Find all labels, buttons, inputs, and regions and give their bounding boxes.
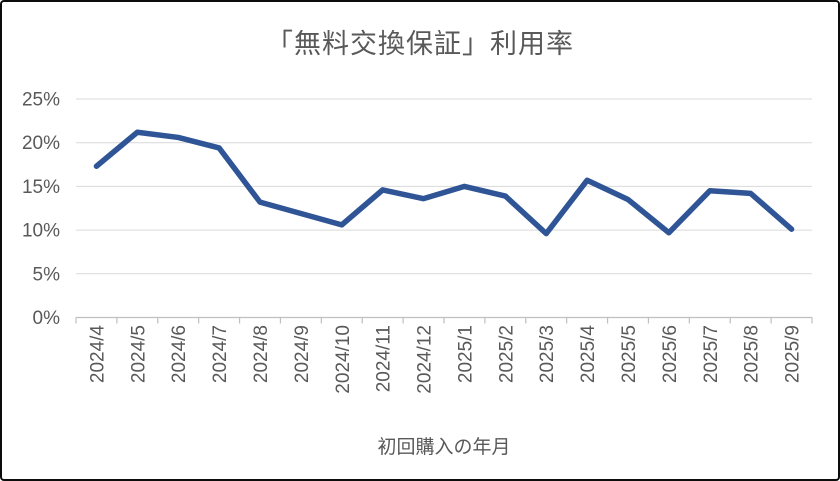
y-tick-label: 20%	[22, 133, 60, 154]
y-tick-label: 0%	[33, 308, 61, 329]
y-tick-label: 10%	[22, 221, 60, 242]
x-tick-label: 2024/12	[415, 325, 436, 394]
x-tick-label: 2025/5	[619, 325, 640, 383]
x-tick-label: 2024/8	[251, 325, 272, 383]
chart-title: 「無料交換保証」利用率	[266, 29, 574, 59]
x-tick-label: 2024/9	[292, 325, 313, 383]
x-axis-title: 初回購入の年月	[377, 437, 511, 458]
x-tick-label: 2025/9	[783, 325, 804, 383]
x-tick-label: 2024/11	[374, 325, 395, 392]
usage-rate-series-line	[93, 129, 795, 237]
x-tick-label: 2024/7	[210, 325, 231, 383]
x-tick-label: 2025/4	[578, 325, 599, 384]
x-tick-label: 2025/8	[742, 325, 763, 383]
x-tick-label: 2025/3	[537, 325, 558, 383]
x-tick-label: 2025/2	[496, 325, 517, 383]
x-tick-label: 2025/6	[660, 325, 681, 383]
x-tick-label: 2025/7	[701, 325, 722, 383]
x-tick-label: 2024/4	[87, 325, 108, 384]
y-tick-label: 15%	[22, 177, 60, 198]
x-tick-label: 2024/5	[128, 325, 149, 383]
x-tick-label: 2024/6	[169, 325, 190, 383]
x-tick-label: 2024/10	[333, 325, 354, 394]
y-tick-label: 25%	[22, 90, 60, 111]
y-tick-label: 5%	[33, 264, 61, 285]
x-tick-label: 2025/1	[455, 325, 476, 383]
